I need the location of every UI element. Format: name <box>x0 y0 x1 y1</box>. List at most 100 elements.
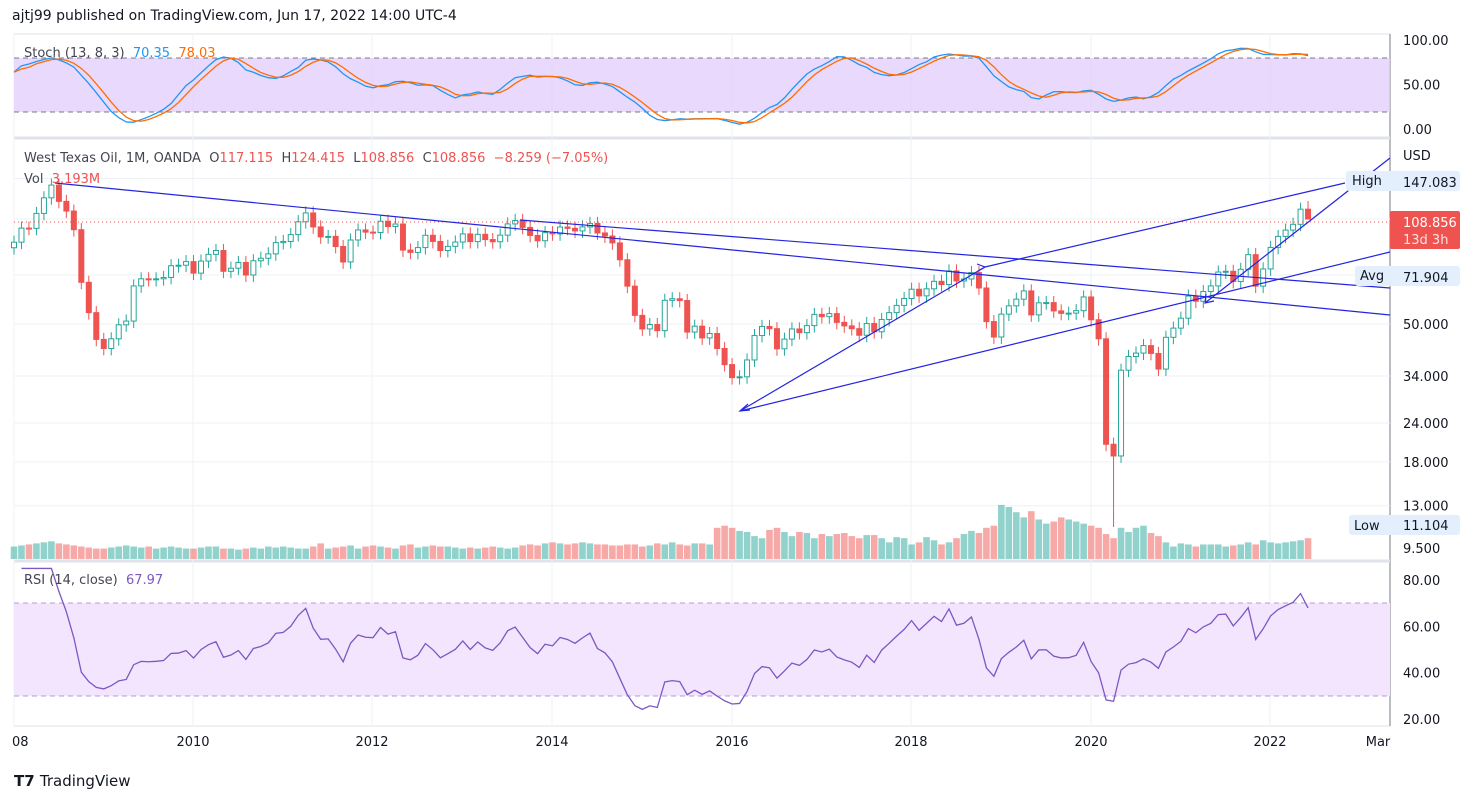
candle-body <box>923 288 930 297</box>
volume-bar <box>1170 546 1177 559</box>
volume-bar <box>265 546 272 559</box>
candle-body <box>385 220 391 228</box>
publish-header: ajtj99 published on TradingView.com, Jun… <box>12 8 457 24</box>
volume-bar <box>1289 541 1297 559</box>
volume-bar <box>10 546 18 559</box>
candle-body <box>482 233 489 241</box>
candle-body <box>729 364 736 379</box>
candle-body <box>33 212 40 229</box>
candle-body <box>444 245 451 252</box>
candle-body <box>1095 319 1102 340</box>
candle-body <box>1028 290 1035 316</box>
candle-body <box>145 278 152 281</box>
candle-body <box>497 234 504 243</box>
volume-bar <box>728 527 736 559</box>
volume-legend[interactable]: Vol 3.193M <box>24 172 100 187</box>
tradingview-logo[interactable]: 𝗧𝟳 TradingView <box>14 772 131 790</box>
candle-body <box>893 304 900 314</box>
volume-bar <box>1147 533 1155 559</box>
candle-body <box>355 229 362 241</box>
candle-body <box>1185 295 1192 319</box>
trendline-support[interactable] <box>739 251 1391 412</box>
trendline-descending-1[interactable] <box>54 182 1391 316</box>
volume-bar <box>235 549 242 559</box>
candle-body <box>1133 352 1139 357</box>
candle-body <box>190 261 197 274</box>
candle-body <box>983 287 990 323</box>
volume-bar <box>459 548 467 559</box>
volume-bar <box>1117 527 1125 559</box>
candle-body <box>527 226 534 236</box>
candle-body <box>1110 443 1117 457</box>
candle-body <box>601 232 608 237</box>
candle-body <box>706 333 713 339</box>
candle-body <box>272 242 279 255</box>
candle-body <box>1080 296 1087 312</box>
volume-bar <box>384 547 392 559</box>
high-label: H <box>281 151 292 166</box>
volume-bar <box>833 534 841 559</box>
volume-bar <box>923 537 930 559</box>
candle-body <box>878 318 885 333</box>
volume-bar <box>788 536 796 559</box>
volume-bar <box>586 543 594 559</box>
volume-bar <box>1274 543 1282 559</box>
arrow-line-1[interactable] <box>739 266 986 412</box>
candle-body <box>803 325 810 334</box>
candle-body <box>1162 336 1169 370</box>
candle-body <box>938 280 945 286</box>
volume-bar <box>1282 542 1289 559</box>
candle-body <box>863 322 870 336</box>
volume-bar <box>811 538 818 559</box>
volume-bar <box>489 546 497 559</box>
price-tick-label: 13.000 <box>1403 500 1449 515</box>
candle-body <box>676 298 683 302</box>
candle-body <box>78 229 85 283</box>
time-tick-label: 2022 <box>1253 735 1286 750</box>
candle-body <box>212 250 219 255</box>
volume-bar <box>377 546 384 559</box>
candle-body <box>93 312 100 340</box>
volume-bar <box>205 546 212 559</box>
candle-body <box>542 232 549 242</box>
close-label: C <box>422 151 432 166</box>
candle-body <box>975 272 982 289</box>
volume-bar <box>1177 543 1185 559</box>
volume-bar <box>743 531 751 559</box>
avg-label: Avg <box>1360 269 1384 284</box>
volume-bar <box>414 547 422 559</box>
trendline-descending-2[interactable] <box>519 219 1391 289</box>
trendlines[interactable] <box>54 157 1391 412</box>
volume-bar <box>272 547 280 559</box>
trendline-resistance[interactable] <box>984 182 1346 268</box>
candle-body <box>1013 298 1020 307</box>
price-legend[interactable]: West Texas Oil, 1M, OANDA O117.115 H124.… <box>24 151 608 166</box>
volume-bar <box>474 548 482 559</box>
volume-bar <box>930 540 938 559</box>
candle-body <box>377 220 384 234</box>
volume-bar <box>18 545 25 559</box>
candle-body <box>781 338 788 350</box>
candle-body <box>669 298 676 301</box>
candle-body <box>1050 302 1057 312</box>
candle-body <box>198 260 204 274</box>
rsi-legend[interactable]: RSI (14, close) 67.97 <box>24 573 163 588</box>
volume-bar <box>1297 540 1304 559</box>
candle-body <box>422 234 429 249</box>
volume-bar <box>92 548 100 559</box>
rsi-tick-label: 20.00 <box>1403 713 1440 728</box>
candle-body <box>1035 302 1042 316</box>
volume-bar <box>287 547 295 559</box>
volume-bar <box>549 542 556 559</box>
stoch-legend[interactable]: Stoch (13, 8, 3) 70.35 78.03 <box>24 46 216 61</box>
volume-bar <box>1155 536 1162 559</box>
volume-bar <box>437 546 444 559</box>
candle-body <box>631 285 638 316</box>
candle-body <box>11 241 17 249</box>
candle-body <box>1297 208 1304 225</box>
candle-body <box>332 235 339 248</box>
candle-body <box>818 313 825 318</box>
volume-bar <box>990 525 998 559</box>
